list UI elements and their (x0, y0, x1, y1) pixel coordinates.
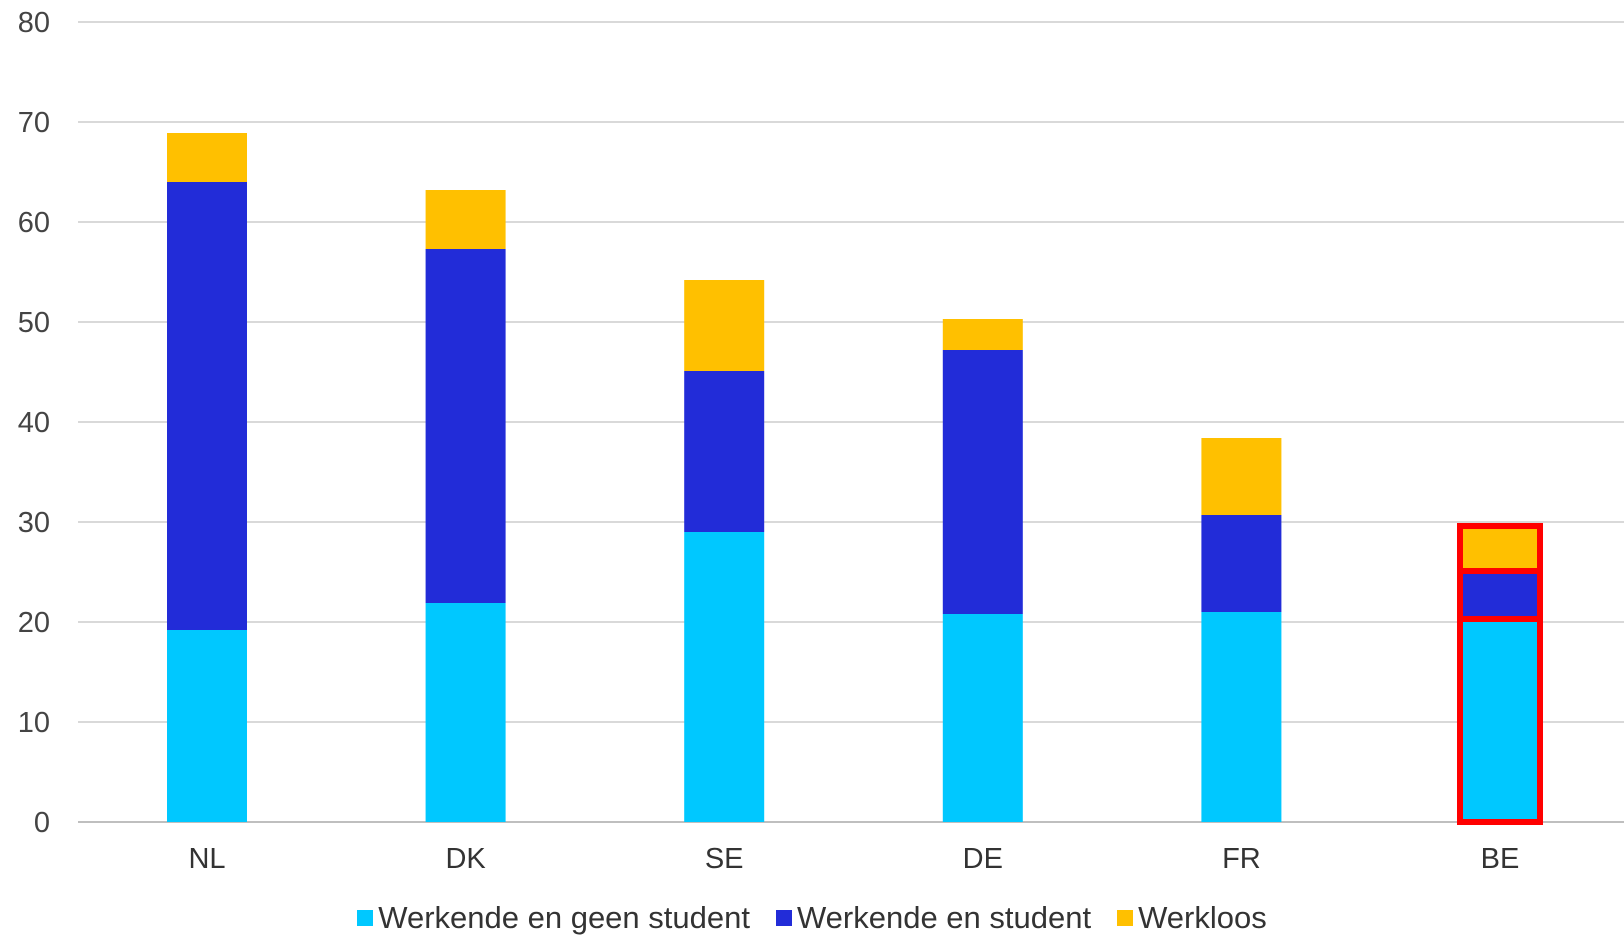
bar-segment (684, 532, 765, 822)
bar-segment (1460, 526, 1540, 571)
bar-segment (1460, 571, 1540, 619)
bars (167, 133, 1540, 822)
y-tick-label: 70 (18, 107, 50, 139)
bar-segment (942, 614, 1023, 822)
legend-swatch (775, 910, 792, 926)
y-tick-label: 20 (18, 607, 50, 639)
y-axis-tick-labels: 0 10 20 30 40 50 60 70 80 (18, 7, 50, 839)
x-tick-label: DE (963, 843, 1003, 875)
bar-segment (1460, 619, 1540, 822)
bar-segment (942, 350, 1023, 614)
y-tick-label: 80 (18, 7, 50, 39)
legend: Werkende en geen student Werkende en stud… (0, 896, 1624, 940)
y-tick-label: 50 (18, 307, 50, 339)
bar-segment (1201, 515, 1282, 612)
legend-swatch (357, 910, 374, 926)
x-tick-label: BE (1481, 843, 1520, 875)
bar-segment (425, 249, 506, 603)
legend-item: Werkende en geen student (357, 900, 750, 936)
bar-segment (684, 280, 765, 371)
y-tick-label: 30 (18, 507, 50, 539)
bar-segment (684, 371, 765, 532)
gridlines (78, 21, 1624, 823)
x-axis-category-labels: NL DK SE DE FR BE (188, 843, 1519, 875)
legend-item: Werkloos (1117, 900, 1267, 936)
x-tick-label: FR (1222, 843, 1261, 875)
y-tick-label: 0 (34, 807, 50, 839)
legend-label: Werkende en geen student (378, 900, 750, 935)
bar-segment (167, 182, 247, 630)
bar-segment (1201, 612, 1282, 822)
bar-segment (942, 319, 1023, 350)
bar-segment (425, 603, 506, 822)
legend-label: Werkloos (1138, 900, 1267, 935)
bar-segment (1201, 438, 1282, 515)
bar-segment (167, 630, 247, 822)
legend-item: Werkende en student (775, 900, 1092, 936)
y-tick-label: 60 (18, 207, 50, 239)
legend-label: Werkende en student (796, 900, 1092, 935)
highlight-outline (1457, 523, 1543, 825)
bar-segment (425, 190, 506, 249)
bar-segment (167, 133, 247, 182)
y-tick-label: 10 (18, 707, 50, 739)
y-tick-label: 40 (18, 407, 50, 439)
x-tick-label: NL (188, 843, 225, 875)
x-tick-label: SE (705, 843, 744, 875)
x-tick-label: DK (445, 843, 486, 875)
legend-swatch (1117, 910, 1134, 926)
highlight-segment-outline (1457, 523, 1543, 574)
